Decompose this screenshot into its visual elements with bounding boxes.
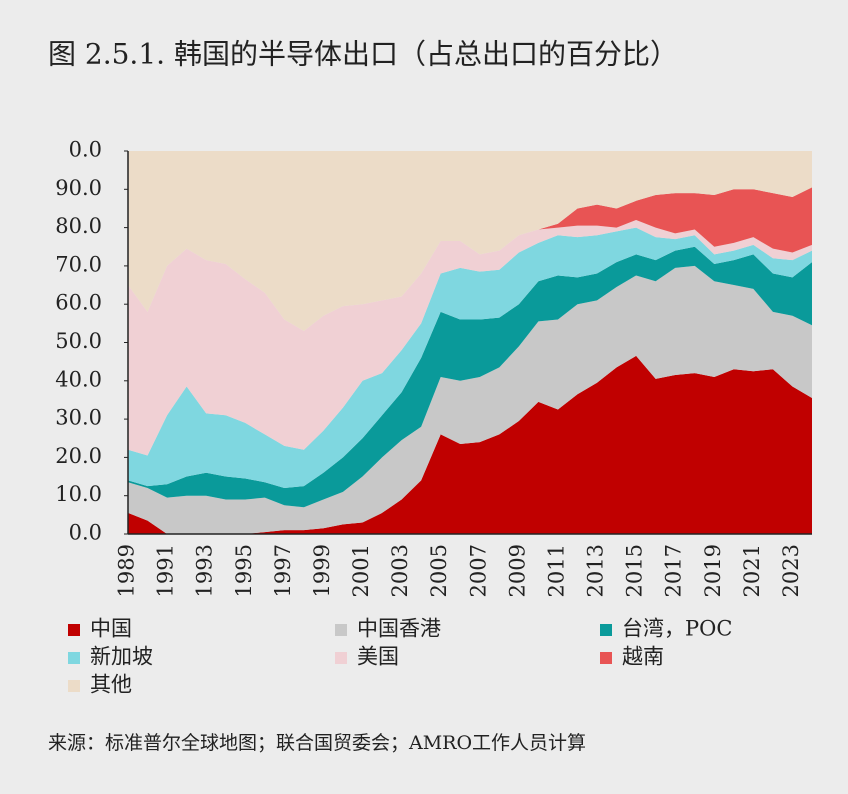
x-tick-label: 2005 <box>427 544 451 597</box>
x-tick-label: 2017 <box>662 544 686 597</box>
x-tick-label: 2021 <box>740 544 764 597</box>
x-tick-label: 2023 <box>779 544 803 597</box>
area <box>128 227 812 489</box>
legend-label: 美国 <box>357 645 399 669</box>
y-tick-label: 50.0 <box>55 329 102 353</box>
legend-label: 其他 <box>90 673 132 697</box>
x-tick-label: 2007 <box>466 544 490 597</box>
x-tick-label: 1991 <box>154 544 178 597</box>
y-tick-label: 90.0 <box>55 176 102 200</box>
y-tick-label: 80.0 <box>55 214 102 238</box>
x-tick-label: 1993 <box>193 544 217 597</box>
legend-swatch <box>335 624 347 636</box>
area <box>128 219 812 456</box>
legend-label: 中国 <box>90 617 132 641</box>
legend-swatch <box>68 680 80 692</box>
legend-label: 台湾，POC <box>622 617 732 641</box>
y-tick-label: 0.0 <box>69 521 102 545</box>
x-tick-label: 1999 <box>310 544 334 597</box>
legend-swatch <box>600 652 612 664</box>
x-tick-label: 2011 <box>544 544 568 597</box>
x-tick-label: 2019 <box>701 544 725 597</box>
chart-title: 图 2.5.1. 韩国的半导体出口（占总出口的百分比） <box>48 38 678 71</box>
y-tick-label: 70.0 <box>55 252 102 276</box>
x-tick-label: 2015 <box>623 544 647 597</box>
legend-swatch <box>335 652 347 664</box>
x-tick-label: 1989 <box>115 544 139 597</box>
source: 来源：标准普尔全球地图；联合国贸委会；AMRO工作人员计算 <box>48 732 586 754</box>
area <box>128 246 812 508</box>
area <box>128 187 812 332</box>
legend-label: 中国香港 <box>357 617 441 641</box>
y-tick-label: 10.0 <box>55 482 102 506</box>
area <box>128 151 812 332</box>
y-tick-label: 20.0 <box>55 444 102 468</box>
legend-label: 新加坡 <box>90 645 153 669</box>
y-tick-label: 30.0 <box>55 406 102 430</box>
x-tick-label: 1995 <box>232 544 256 597</box>
y-tick-label: 60.0 <box>55 291 102 315</box>
legend-swatch <box>68 652 80 664</box>
x-tick-label: 2009 <box>505 544 529 597</box>
x-tick-label: 2013 <box>584 544 608 597</box>
x-tick-label: 2001 <box>349 544 373 597</box>
y-tick-label: 0.0 <box>69 138 102 162</box>
legend-swatch <box>68 624 80 636</box>
legend-label: 越南 <box>622 645 664 669</box>
x-tick-label: 1997 <box>271 544 295 597</box>
legend-swatch <box>600 624 612 636</box>
area <box>128 265 812 534</box>
y-tick-label: 40.0 <box>55 367 102 391</box>
x-tick-label: 2003 <box>388 544 412 597</box>
area <box>128 355 812 534</box>
